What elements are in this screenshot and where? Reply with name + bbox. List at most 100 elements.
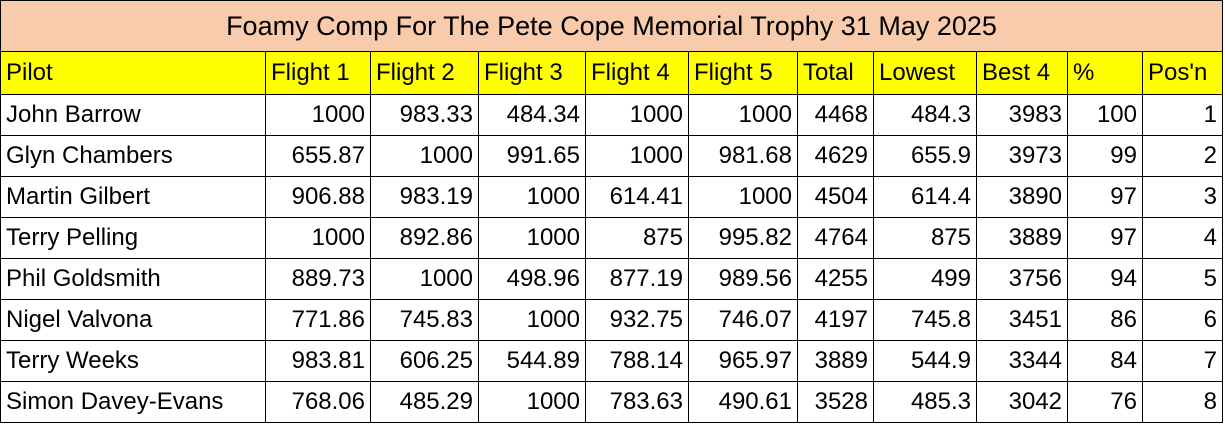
cell: 768.06: [265, 381, 371, 423]
cell: 94: [1067, 258, 1143, 300]
cell: 99: [1067, 135, 1143, 177]
cell: 1000: [478, 381, 586, 423]
cell: 1000: [585, 135, 689, 177]
column-header: Total: [797, 51, 874, 95]
cell: 6: [1142, 299, 1223, 341]
table-row: Phil Goldsmith 889.73 1000 498.96 877.19 989.…: [0, 258, 1223, 300]
cell: 3: [1142, 176, 1223, 218]
column-header: Pos'n: [1142, 51, 1223, 95]
cell: 1000: [370, 135, 479, 177]
cell: 3889: [797, 340, 874, 382]
column-header: Flight 1: [265, 51, 371, 95]
table-row: Simon Davey-Evans 768.06 485.29 1000 783.63 4…: [0, 381, 1223, 423]
cell: 906.88: [265, 176, 371, 218]
table-row: Glyn Chambers 655.87 1000 991.65 1000 981.68 4…: [0, 135, 1223, 177]
cell: 485.3: [873, 381, 977, 423]
table-title: Foamy Comp For The Pete Cope Memorial Tr…: [0, 0, 1223, 52]
cell: 932.75: [585, 299, 689, 341]
cell: 4197: [797, 299, 874, 341]
pilot-name: Nigel Valvona: [0, 299, 266, 341]
cell: 1000: [370, 258, 479, 300]
cell: 100: [1067, 94, 1143, 136]
table-row: Nigel Valvona 771.86 745.83 1000 932.75 746.0…: [0, 299, 1223, 341]
cell: 498.96: [478, 258, 586, 300]
cell: 655.9: [873, 135, 977, 177]
cell: 614.4: [873, 176, 977, 218]
pilot-name: Terry Weeks: [0, 340, 266, 382]
cell: 989.56: [688, 258, 798, 300]
cell: 3451: [976, 299, 1068, 341]
cell: 97: [1067, 217, 1143, 259]
cell: 4255: [797, 258, 874, 300]
cell: 991.65: [478, 135, 586, 177]
cell: 4468: [797, 94, 874, 136]
column-header: Flight 2: [370, 51, 479, 95]
table-row: Terry Pelling 1000 892.86 1000 875 995.82 4764…: [0, 217, 1223, 259]
column-header: %: [1067, 51, 1143, 95]
cell: 7: [1142, 340, 1223, 382]
cell: 3890: [976, 176, 1068, 218]
cell: 3889: [976, 217, 1068, 259]
cell: 614.41: [585, 176, 689, 218]
cell: 4: [1142, 217, 1223, 259]
cell: 788.14: [585, 340, 689, 382]
cell: 877.19: [585, 258, 689, 300]
cell: 3344: [976, 340, 1068, 382]
cell: 875: [585, 217, 689, 259]
cell: 4629: [797, 135, 874, 177]
cell: 544.89: [478, 340, 586, 382]
cell: 3973: [976, 135, 1068, 177]
cell: 981.68: [688, 135, 798, 177]
cell: 1000: [478, 176, 586, 218]
column-header: Flight 5: [688, 51, 798, 95]
cell: 771.86: [265, 299, 371, 341]
cell: 544.9: [873, 340, 977, 382]
cell: 995.82: [688, 217, 798, 259]
cell: 983.33: [370, 94, 479, 136]
pilot-name: John Barrow: [0, 94, 266, 136]
cell: 745.83: [370, 299, 479, 341]
cell: 875: [873, 217, 977, 259]
cell: 484.34: [478, 94, 586, 136]
column-header: Pilot: [0, 51, 266, 95]
cell: 1000: [478, 299, 586, 341]
table-row: Martin Gilbert 906.88 983.19 1000 614.41 1000…: [0, 176, 1223, 218]
cell: 3042: [976, 381, 1068, 423]
cell: 490.61: [688, 381, 798, 423]
cell: 1000: [688, 94, 798, 136]
cell: 745.8: [873, 299, 977, 341]
column-header: Flight 4: [585, 51, 689, 95]
cell: 97: [1067, 176, 1143, 218]
cell: 983.81: [265, 340, 371, 382]
cell: 4764: [797, 217, 874, 259]
cell: 983.19: [370, 176, 479, 218]
cell: 4504: [797, 176, 874, 218]
cell: 1000: [265, 217, 371, 259]
table-row: John Barrow 1000 983.33 484.34 1000 1000 4468 4…: [0, 94, 1223, 136]
cell: 1: [1142, 94, 1223, 136]
column-header: Lowest: [873, 51, 977, 95]
pilot-name: Glyn Chambers: [0, 135, 266, 177]
pilot-name: Phil Goldsmith: [0, 258, 266, 300]
cell: 655.87: [265, 135, 371, 177]
cell: 892.86: [370, 217, 479, 259]
cell: 1000: [478, 217, 586, 259]
cell: 485.29: [370, 381, 479, 423]
cell: 5: [1142, 258, 1223, 300]
cell: 783.63: [585, 381, 689, 423]
cell: 86: [1067, 299, 1143, 341]
cell: 499: [873, 258, 977, 300]
cell: 889.73: [265, 258, 371, 300]
pilot-name: Terry Pelling: [0, 217, 266, 259]
header-row: Pilot Flight 1 Flight 2 Flight 3 Flight 4 Fli…: [0, 51, 1223, 95]
cell: 8: [1142, 381, 1223, 423]
cell: 3983: [976, 94, 1068, 136]
cell: 965.97: [688, 340, 798, 382]
cell: 1000: [688, 176, 798, 218]
table-body: John Barrow 1000 983.33 484.34 1000 1000 4468 4…: [0, 94, 1223, 423]
cell: 746.07: [688, 299, 798, 341]
cell: 1000: [265, 94, 371, 136]
cell: 606.25: [370, 340, 479, 382]
cell: 1000: [585, 94, 689, 136]
